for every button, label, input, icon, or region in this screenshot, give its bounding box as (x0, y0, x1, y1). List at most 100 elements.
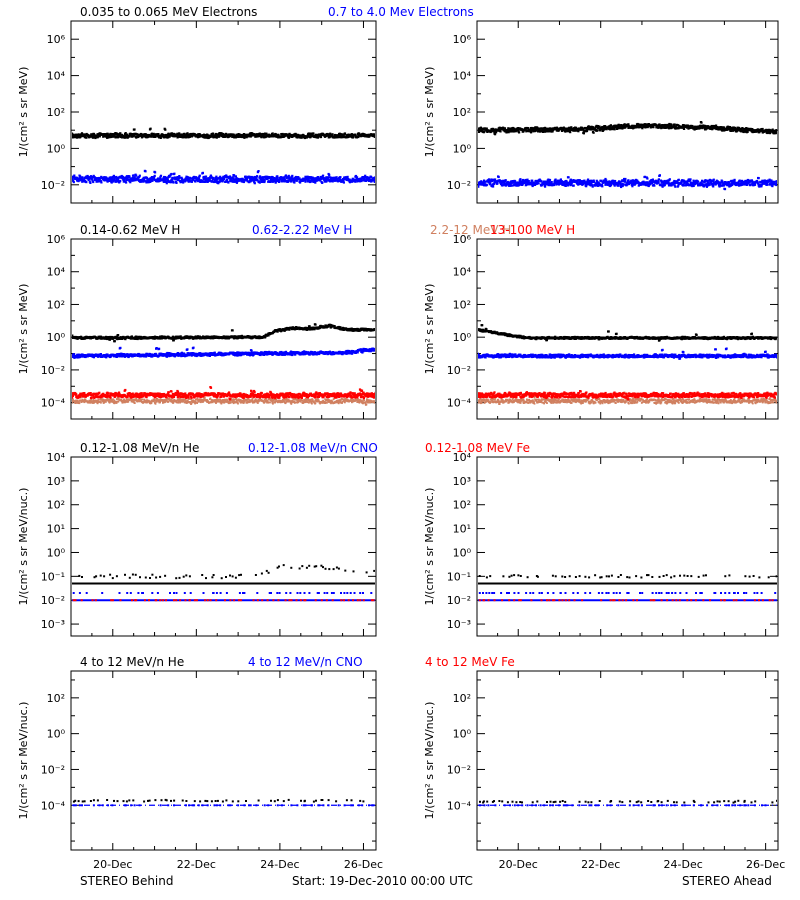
data-point (263, 179, 266, 182)
y-tick-label: 10⁶ (47, 233, 66, 246)
data-point (627, 179, 630, 182)
data-point (624, 180, 627, 183)
data-point (243, 136, 246, 139)
y-tick-label: 10² (47, 298, 65, 311)
data-point (97, 180, 101, 183)
data-point (709, 127, 713, 130)
data-point (340, 180, 344, 183)
data-point (190, 180, 193, 183)
data-point (547, 184, 550, 187)
data-point (741, 127, 744, 130)
data-point (259, 176, 263, 179)
data-point (661, 181, 664, 184)
data-point (363, 175, 366, 179)
data-point (128, 135, 131, 138)
data-point (627, 123, 630, 126)
data-point (121, 337, 124, 340)
data-point (623, 177, 626, 181)
data-point (178, 175, 181, 178)
data-point (339, 133, 342, 136)
data-point (491, 179, 494, 183)
data-point (220, 177, 223, 180)
data-point (775, 131, 777, 134)
data-point (741, 179, 744, 182)
data-point (757, 177, 760, 180)
data-point (314, 181, 317, 184)
data-point (331, 176, 335, 179)
data-point (652, 126, 655, 129)
data-point (88, 177, 91, 181)
data-point (102, 135, 105, 138)
data-point (119, 132, 122, 135)
panel-title-segment: 13-100 MeV H (490, 223, 575, 237)
y-tick-label: 10⁻² (41, 364, 65, 377)
data-point (574, 129, 577, 132)
data-point (479, 183, 482, 186)
data-point (637, 181, 640, 184)
data-point (682, 184, 685, 187)
data-point (105, 134, 108, 137)
data-point (306, 177, 309, 180)
data-point (328, 173, 331, 176)
y-tick-label: 10⁰ (47, 142, 66, 155)
data-point (578, 179, 581, 182)
data-point (514, 180, 517, 183)
panel-title-segment: 0.035 to 0.065 MeV Electrons (80, 5, 257, 19)
data-point (543, 184, 546, 187)
data-point (567, 176, 570, 179)
data-point (319, 135, 323, 139)
data-point (703, 124, 707, 127)
data-point (255, 176, 258, 179)
data-point (550, 181, 553, 184)
data-point (225, 179, 228, 182)
data-point (584, 127, 587, 130)
data-point (696, 180, 699, 183)
data-point (133, 128, 136, 131)
data-point (233, 179, 236, 182)
data-point (304, 180, 307, 183)
data-point (720, 184, 723, 187)
data-point (639, 125, 642, 128)
data-point (597, 184, 600, 187)
data-point (722, 182, 725, 185)
data-point (270, 178, 273, 181)
data-point (702, 185, 705, 188)
data-point (613, 184, 616, 187)
data-point (184, 178, 187, 181)
data-point (664, 123, 667, 127)
data-point (569, 178, 573, 181)
data-point (112, 180, 115, 183)
data-point (133, 176, 136, 179)
data-point (515, 184, 518, 187)
data-point (281, 132, 284, 136)
data-point (287, 136, 291, 139)
data-point (212, 177, 215, 180)
y-axis-label: 1/(cm² s sr MeV) (17, 284, 30, 375)
data-point (319, 179, 322, 182)
data-point (626, 181, 629, 184)
data-point (179, 335, 182, 338)
data-point (696, 181, 699, 184)
data-point (143, 179, 146, 182)
data-point (339, 176, 342, 179)
data-point (540, 130, 543, 133)
data-point (325, 176, 328, 179)
data-point (306, 178, 309, 181)
data-point (86, 175, 89, 178)
data-point (623, 179, 626, 182)
data-point (94, 177, 97, 180)
data-point (776, 129, 777, 132)
data-point (248, 181, 251, 184)
data-point (276, 175, 279, 178)
data-point (769, 182, 773, 185)
data-point (603, 128, 606, 131)
data-point (227, 181, 230, 184)
data-point (125, 175, 128, 178)
data-point (253, 177, 256, 180)
data-point (96, 136, 99, 139)
data-point (316, 176, 319, 179)
data-point (776, 181, 777, 184)
data-point (544, 127, 547, 130)
data-point (729, 184, 732, 187)
